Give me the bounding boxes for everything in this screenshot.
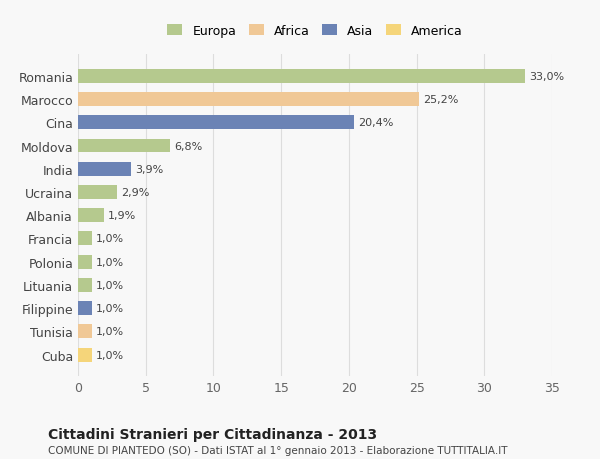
Bar bbox=[78, 209, 104, 223]
Text: 1,0%: 1,0% bbox=[95, 280, 124, 290]
Bar bbox=[78, 325, 92, 339]
Bar bbox=[78, 93, 419, 107]
Text: COMUNE DI PIANTEDO (SO) - Dati ISTAT al 1° gennaio 2013 - Elaborazione TUTTITALI: COMUNE DI PIANTEDO (SO) - Dati ISTAT al … bbox=[48, 445, 508, 455]
Text: 1,0%: 1,0% bbox=[95, 327, 124, 336]
Text: 3,9%: 3,9% bbox=[135, 164, 163, 174]
Bar bbox=[78, 162, 131, 176]
Text: 1,0%: 1,0% bbox=[95, 350, 124, 360]
Text: 33,0%: 33,0% bbox=[529, 72, 564, 82]
Bar bbox=[78, 70, 525, 84]
Bar bbox=[78, 348, 92, 362]
Text: 2,9%: 2,9% bbox=[121, 188, 150, 197]
Bar bbox=[78, 255, 92, 269]
Bar bbox=[78, 185, 117, 200]
Text: 1,9%: 1,9% bbox=[108, 211, 136, 221]
Text: 25,2%: 25,2% bbox=[424, 95, 459, 105]
Text: 1,0%: 1,0% bbox=[95, 257, 124, 267]
Bar bbox=[78, 232, 92, 246]
Text: 1,0%: 1,0% bbox=[95, 303, 124, 313]
Text: 6,8%: 6,8% bbox=[174, 141, 202, 151]
Bar bbox=[78, 302, 92, 315]
Bar bbox=[78, 116, 354, 130]
Text: 20,4%: 20,4% bbox=[358, 118, 394, 128]
Text: 1,0%: 1,0% bbox=[95, 234, 124, 244]
Legend: Europa, Africa, Asia, America: Europa, Africa, Asia, America bbox=[163, 20, 467, 43]
Bar bbox=[78, 278, 92, 292]
Bar bbox=[78, 139, 170, 153]
Text: Cittadini Stranieri per Cittadinanza - 2013: Cittadini Stranieri per Cittadinanza - 2… bbox=[48, 427, 377, 441]
